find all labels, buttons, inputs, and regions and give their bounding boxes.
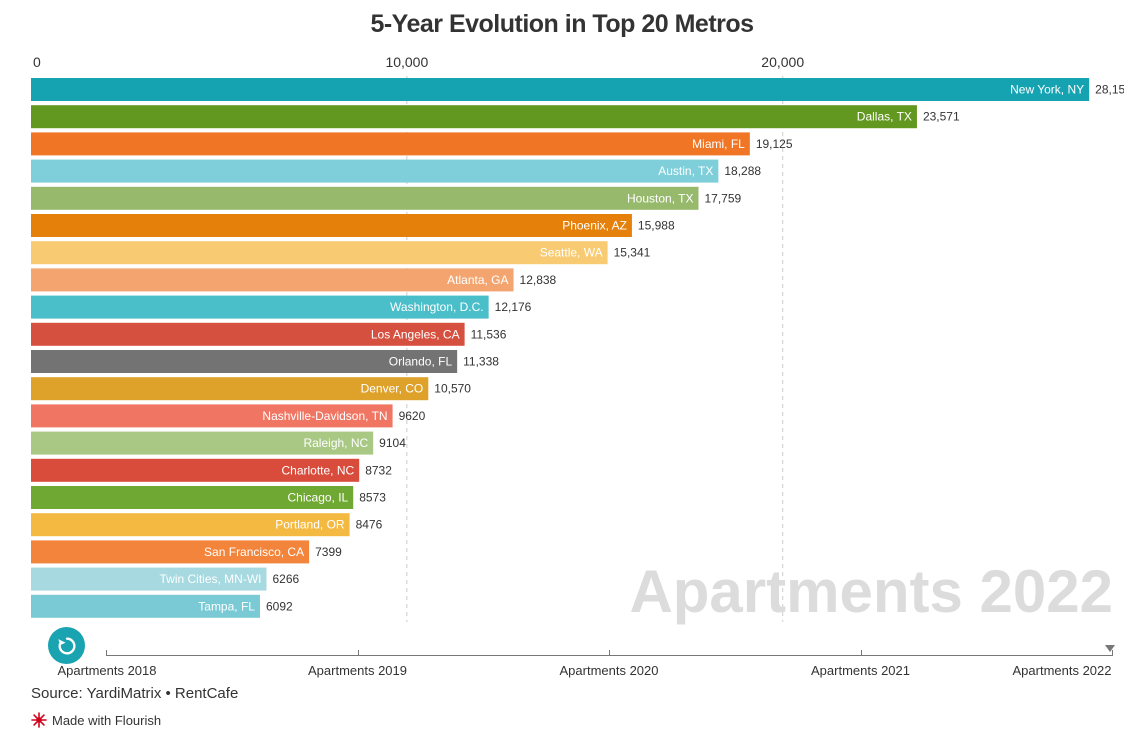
bar — [31, 513, 350, 537]
bar-value-label: 9104 — [379, 436, 406, 450]
bar-label: Twin Cities, MN-WI — [160, 572, 262, 586]
bar-label: Raleigh, NC — [303, 436, 368, 450]
replay-icon — [57, 636, 76, 655]
bar — [31, 268, 514, 292]
period-watermark: Apartments 2022 — [629, 558, 1113, 625]
bar-label: Chicago, IL — [288, 491, 349, 505]
grid-layer — [406, 76, 784, 622]
timeline-label[interactable]: Apartments 2021 — [810, 663, 911, 678]
bar-label: Denver, CO — [361, 382, 424, 396]
replay-button[interactable] — [48, 627, 85, 664]
bar-label: Phoenix, AZ — [562, 219, 627, 233]
bar-value-label: 8476 — [356, 518, 383, 532]
timeline-tick — [1112, 650, 1113, 656]
bar-value-label: 10,570 — [434, 382, 471, 396]
bar-label: Portland, OR — [275, 518, 345, 532]
bar — [31, 105, 917, 129]
bar-value-label: 19,125 — [756, 137, 793, 151]
bar — [31, 241, 608, 265]
bar-value-label: 11,338 — [463, 355, 499, 369]
bar-value-label: 8732 — [365, 463, 392, 477]
bar — [31, 486, 354, 509]
bars: New York, NY 28,153 Dallas, TX 23,571 Miami,… — [31, 78, 1124, 618]
bar-label: Miami, FL — [692, 137, 745, 151]
timeline-tick — [357, 650, 359, 656]
bar-label: New York, NY — [1010, 83, 1084, 97]
bar-value-label: 15,988 — [638, 219, 675, 233]
bar-label: Austin, TX — [658, 164, 713, 178]
bar — [31, 404, 393, 428]
bar-value-label: 18,288 — [724, 164, 761, 178]
bar-value-label: 12,176 — [495, 300, 532, 314]
bar-label: San Francisco, CA — [204, 545, 304, 559]
bar-value-label: 15,341 — [614, 246, 651, 260]
bar-value-label: 28,153 — [1095, 83, 1124, 97]
timeline-label[interactable]: Apartments 2018 — [57, 663, 157, 678]
bar-value-label: 6092 — [266, 599, 293, 613]
x-tick-label: 0 — [33, 54, 41, 70]
timeline-tick — [860, 650, 862, 656]
bar-label: Orlando, FL — [389, 355, 453, 369]
bar-label: Houston, TX — [627, 191, 693, 205]
x-tick-label: 20,000 — [761, 54, 804, 70]
bar — [31, 159, 719, 183]
timeline-tick — [106, 650, 107, 656]
made-with-flourish-label: Made with Flourish — [52, 712, 162, 728]
timeline-tick — [609, 650, 610, 656]
bar — [31, 78, 1090, 101]
bar — [31, 350, 458, 373]
bar-value-label: 11,536 — [471, 327, 507, 341]
made-with-flourish-link[interactable]: Made with Flourish — [31, 712, 161, 728]
bar-label: Washington, D.C. — [390, 300, 484, 314]
timeline-label[interactable]: Apartments 2019 — [307, 663, 408, 678]
x-tick-label: 10,000 — [385, 54, 428, 70]
flourish-logo-icon — [31, 712, 47, 728]
bar-label: Seattle, WA — [540, 246, 603, 260]
bar — [31, 186, 699, 210]
bar-label: Dallas, TX — [857, 110, 912, 124]
chart-title: 5-Year Evolution in Top 20 Metros — [370, 10, 754, 38]
bar — [31, 458, 360, 482]
timeline-marker[interactable] — [1105, 645, 1115, 652]
bar-label: Atlanta, GA — [447, 273, 508, 287]
bar-value-label: 23,571 — [923, 110, 960, 124]
bar — [31, 322, 465, 346]
bar-label: Tampa, FL — [198, 599, 255, 613]
bar-label: Nashville-Davidson, TN — [262, 409, 387, 423]
timeline-label[interactable]: Apartments 2020 — [559, 663, 659, 678]
bar-value-label: 7399 — [315, 545, 342, 559]
bar — [31, 132, 750, 156]
bar-value-label: 12,838 — [520, 273, 557, 287]
source-note: Source: YardiMatrix • RentCafe — [31, 685, 239, 702]
bar — [31, 377, 429, 401]
bar-value-label: 6266 — [273, 572, 300, 586]
bar-label: Charlotte, NC — [281, 463, 354, 477]
bar — [31, 594, 260, 618]
timeline-label[interactable]: Apartments 2022 — [1012, 663, 1112, 678]
bar — [31, 214, 632, 237]
bar — [31, 567, 267, 591]
bar-value-label: 8573 — [359, 491, 386, 505]
x-axis-ticks: 0 10,000 20,000 — [33, 54, 804, 70]
bar — [31, 540, 310, 564]
bar-label: Los Angeles, CA — [371, 327, 460, 341]
bar-value-label: 17,759 — [704, 191, 741, 205]
bar — [31, 295, 489, 319]
bar — [31, 431, 374, 455]
bar-value-label: 9620 — [399, 409, 426, 423]
